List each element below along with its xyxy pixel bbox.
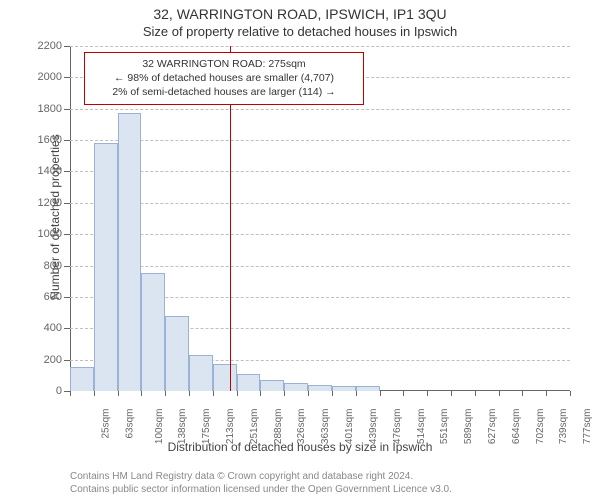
histogram-bar [70,367,94,391]
x-tick [332,391,333,396]
gridline-h [70,266,570,267]
y-tick-label: 1800 [38,103,70,115]
x-tick-label: 739sqm [558,407,569,445]
y-tick-label: 2000 [38,71,70,83]
histogram-bar [118,113,142,391]
x-tick-label: 288sqm [273,407,284,445]
histogram-bar [141,273,165,391]
y-tick-label: 0 [56,385,70,397]
x-tick-label: 326sqm [297,407,308,445]
y-tick-label: 400 [44,322,70,334]
annotation-line-3: 2% of semi-detached houses are larger (1… [93,85,355,99]
histogram-bar [165,316,189,391]
x-tick [403,391,404,396]
x-tick-label: 363sqm [320,407,331,445]
x-tick [213,391,214,396]
gridline-h [70,46,570,47]
x-tick [475,391,476,396]
x-tick [522,391,523,396]
histogram-bar [284,383,308,391]
histogram-bar [94,143,118,391]
y-tick-label: 200 [44,354,70,366]
x-tick-label: 551sqm [439,407,450,445]
footer-line-2: Contains public sector information licen… [70,483,452,496]
page-root: 32, WARRINGTON ROAD, IPSWICH, IP1 3QU Si… [0,0,600,500]
annotation-line-1: 32 WARRINGTON ROAD: 275sqm [93,57,355,71]
x-tick-label: 476sqm [392,407,403,445]
histogram-bar [308,385,332,391]
x-tick [356,391,357,396]
histogram-bar [332,386,356,391]
y-tick-label: 1200 [38,197,70,209]
y-tick-label: 1600 [38,134,70,146]
y-tick-label: 2200 [38,40,70,52]
x-tick-label: 627sqm [487,407,498,445]
x-tick [141,391,142,396]
footer-line-1: Contains HM Land Registry data © Crown c… [70,470,452,483]
x-tick-label: 589sqm [463,407,474,445]
x-tick-label: 25sqm [101,407,112,439]
x-tick [380,391,381,396]
x-tick [308,391,309,396]
x-tick [118,391,119,396]
x-tick-label: 777sqm [582,407,593,445]
gridline-h [70,109,570,110]
x-tick-label: 702sqm [535,407,546,445]
histogram-bar [260,380,284,391]
gridline-h [70,234,570,235]
x-tick [570,391,571,396]
x-tick-label: 251sqm [249,407,260,445]
page-subtitle: Size of property relative to detached ho… [0,24,600,39]
x-tick [237,391,238,396]
x-tick [546,391,547,396]
x-tick-label: 514sqm [416,407,427,445]
annotation-box: 32 WARRINGTON ROAD: 275sqm ← 98% of deta… [84,52,364,105]
histogram-bar [237,374,261,391]
y-tick-label: 1400 [38,165,70,177]
x-tick [70,391,71,396]
x-axis-title: Distribution of detached houses by size … [0,440,600,454]
histogram-bar [189,355,213,391]
y-tick-label: 1000 [38,228,70,240]
gridline-h [70,203,570,204]
footer-text: Contains HM Land Registry data © Crown c… [70,470,452,496]
x-tick [189,391,190,396]
y-axis-title: Number of detached properties [48,92,62,342]
x-tick-label: 213sqm [225,407,236,445]
annotation-line-2: ← 98% of detached houses are smaller (4,… [93,71,355,85]
gridline-h [70,140,570,141]
x-tick [284,391,285,396]
x-tick-label: 401sqm [344,407,355,445]
x-tick-label: 439sqm [368,407,379,445]
x-tick [94,391,95,396]
chart-area: 0200400600800100012001400160018002000220… [70,46,570,391]
x-tick-label: 100sqm [154,407,165,445]
x-tick-label: 138sqm [178,407,189,445]
y-tick-label: 800 [44,260,70,272]
histogram-bar [213,364,237,391]
x-tick [499,391,500,396]
histogram-bar [356,386,380,391]
x-tick-label: 63sqm [124,407,135,439]
gridline-h [70,171,570,172]
x-tick [260,391,261,396]
page-title: 32, WARRINGTON ROAD, IPSWICH, IP1 3QU [0,6,600,22]
x-tick [165,391,166,396]
x-tick-label: 664sqm [511,407,522,445]
x-tick [451,391,452,396]
y-tick-label: 600 [44,291,70,303]
x-tick-label: 175sqm [201,407,212,445]
x-tick [427,391,428,396]
